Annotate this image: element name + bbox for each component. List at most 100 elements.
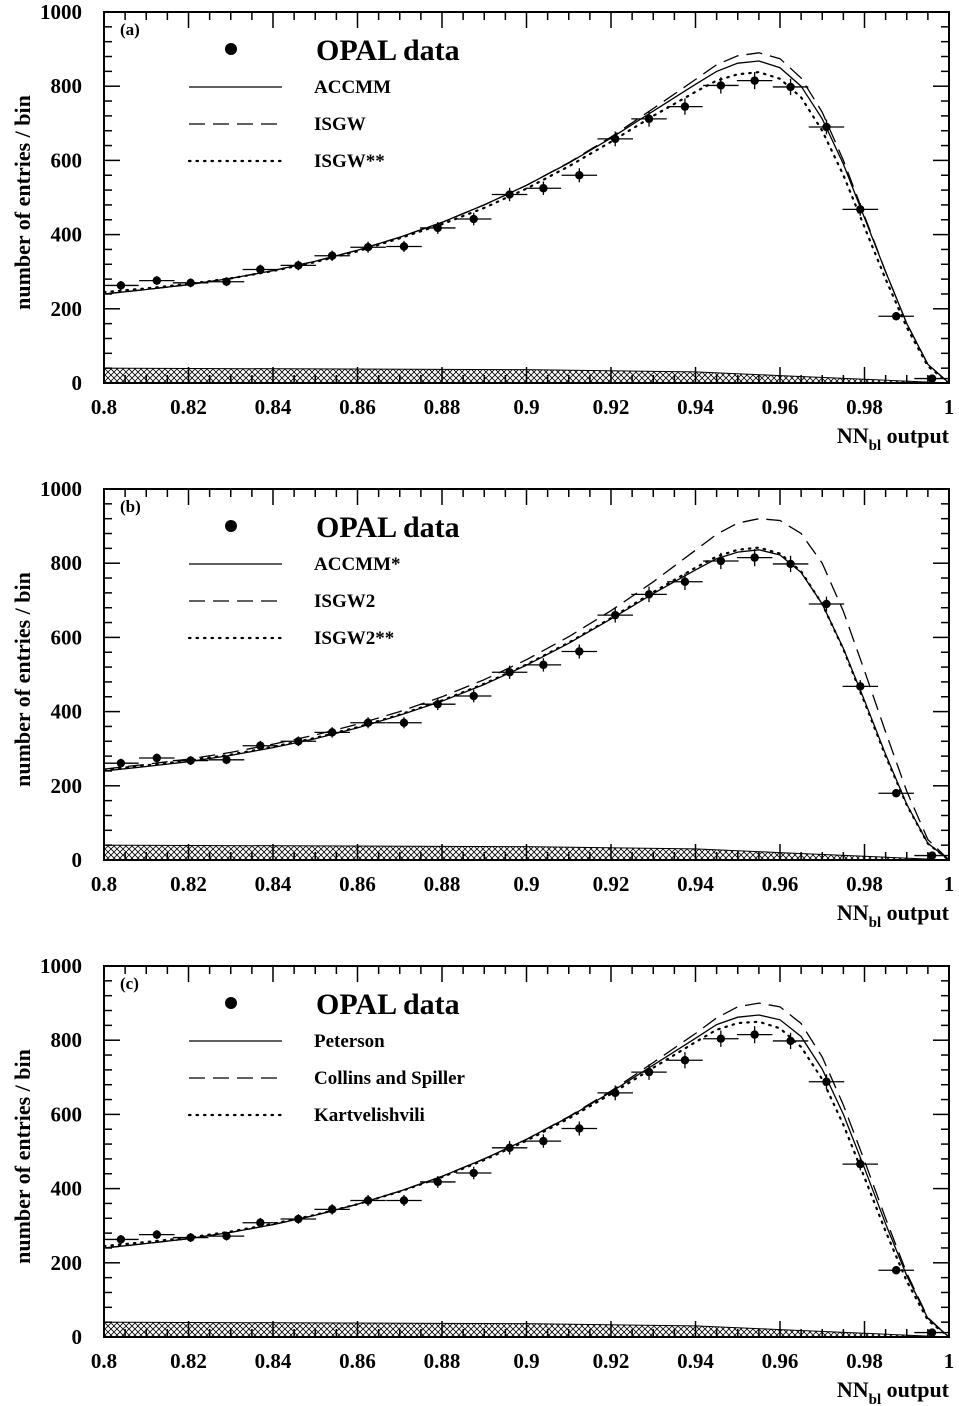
x-tick-label: 1 bbox=[944, 395, 955, 419]
data-point bbox=[736, 549, 773, 567]
x-tick-label: 0.98 bbox=[846, 872, 883, 896]
data-point-marker bbox=[611, 134, 620, 144]
data-point-marker bbox=[222, 277, 231, 286]
legend-data-marker bbox=[225, 43, 237, 55]
data-point-marker bbox=[539, 1136, 548, 1146]
y-tick-label: 1000 bbox=[40, 954, 82, 978]
data-point-marker bbox=[891, 1266, 901, 1275]
data-point bbox=[172, 278, 209, 288]
data-point bbox=[314, 250, 350, 261]
data-point bbox=[631, 586, 667, 603]
data-point bbox=[842, 1157, 879, 1171]
x-axis-title: NNbl output bbox=[837, 1377, 950, 1406]
data-point-marker bbox=[716, 556, 726, 566]
chart-panel-a: 0.8 0.82 0.84 0.86 0.88 0.9 0.92 0.94 0.96 0.98 10… bbox=[10, 0, 954, 454]
series-line bbox=[103, 60, 950, 384]
data-point bbox=[314, 727, 350, 738]
series-line bbox=[103, 518, 950, 861]
data-point-marker bbox=[680, 1056, 690, 1065]
y-tick-label: 1000 bbox=[40, 0, 82, 24]
data-point-marker bbox=[152, 1230, 162, 1239]
x-tick-label: 0.92 bbox=[593, 1349, 630, 1373]
data-point-marker bbox=[256, 1218, 265, 1227]
data-point bbox=[386, 717, 422, 729]
data-point bbox=[350, 241, 386, 253]
data-point-marker bbox=[399, 1196, 409, 1205]
data-point bbox=[808, 596, 845, 612]
data-point bbox=[842, 680, 879, 693]
x-tick-label: 0.96 bbox=[762, 872, 799, 896]
data-point bbox=[703, 1030, 739, 1047]
y-tick-label: 0 bbox=[72, 1325, 83, 1349]
data-point bbox=[631, 1064, 667, 1080]
data-point bbox=[314, 1204, 350, 1215]
data-point bbox=[420, 1175, 456, 1188]
data-point-marker bbox=[152, 753, 162, 763]
data-point-marker bbox=[327, 1205, 337, 1214]
data-point-marker bbox=[116, 281, 126, 290]
x-tick-label: 0.8 bbox=[91, 872, 117, 896]
y-tick-label: 0 bbox=[72, 371, 83, 395]
x-tick-label: 0.94 bbox=[677, 1349, 714, 1373]
x-tick-label: 0.9 bbox=[513, 1349, 539, 1373]
data-point bbox=[597, 1085, 633, 1101]
data-point bbox=[386, 1194, 422, 1207]
y-tick-label: 600 bbox=[51, 148, 83, 172]
data-point-marker bbox=[680, 102, 690, 111]
panel-tag: (a) bbox=[120, 20, 140, 39]
data-point bbox=[667, 98, 703, 115]
panel-tag: (b) bbox=[120, 497, 141, 516]
data-point bbox=[350, 1194, 386, 1207]
y-tick-label: 400 bbox=[51, 223, 83, 247]
x-tick-label: 0.86 bbox=[339, 1349, 376, 1373]
legend-entry-label: ISGW bbox=[314, 114, 366, 135]
series-line bbox=[103, 549, 950, 861]
data-point bbox=[808, 119, 845, 135]
data-point-marker bbox=[644, 1067, 654, 1077]
data-point-marker bbox=[433, 1177, 442, 1187]
series-line bbox=[102, 546, 951, 862]
legend: OPAL data ACCMM ISGW ISGW** bbox=[187, 34, 460, 172]
x-tick-label: 0.88 bbox=[424, 872, 461, 896]
x-tick-label: 0.94 bbox=[677, 872, 714, 896]
data-point bbox=[597, 131, 633, 147]
y-tick-label: 800 bbox=[51, 1028, 83, 1052]
data-point-marker bbox=[611, 1088, 620, 1098]
data-point bbox=[139, 1230, 175, 1240]
data-point-marker bbox=[750, 553, 759, 562]
plot-frame bbox=[103, 11, 950, 384]
data-point bbox=[139, 753, 175, 763]
data-point bbox=[350, 717, 386, 729]
data-point-marker bbox=[186, 756, 195, 765]
data-point-marker bbox=[294, 737, 303, 746]
legend-entry-label: ISGW2 bbox=[314, 591, 375, 612]
data-point bbox=[878, 789, 914, 798]
x-tick-label: 0.84 bbox=[255, 872, 292, 896]
x-tick-label: 0.88 bbox=[424, 395, 461, 419]
x-axis-title: NNbl output bbox=[837, 900, 950, 931]
legend-entry-label: ACCMM bbox=[314, 77, 391, 98]
data-point-marker bbox=[680, 577, 690, 586]
x-tick-label: 0.9 bbox=[513, 872, 539, 896]
data-point-marker bbox=[575, 171, 584, 180]
data-point-marker bbox=[539, 660, 548, 670]
data-point bbox=[242, 740, 279, 751]
data-point bbox=[491, 187, 528, 202]
data-point bbox=[914, 374, 950, 383]
x-tick-label: 0.82 bbox=[170, 1349, 207, 1373]
x-tick-label: 0.94 bbox=[677, 395, 714, 419]
data-point-marker bbox=[891, 312, 901, 321]
y-axis-title: number of entries / bin bbox=[10, 1049, 35, 1264]
data-point-marker bbox=[611, 610, 620, 620]
legend-entry-label: Kartvelishvili bbox=[314, 1105, 425, 1126]
data-point-marker bbox=[750, 1030, 759, 1039]
x-tick-label: 0.8 bbox=[91, 395, 117, 419]
data-point bbox=[914, 1328, 950, 1337]
data-point-marker bbox=[433, 223, 442, 233]
plot-frame bbox=[103, 965, 950, 1338]
data-point bbox=[455, 212, 492, 226]
data-point-marker bbox=[927, 851, 937, 860]
data-point-marker bbox=[786, 559, 795, 569]
x-tick-label: 0.98 bbox=[846, 395, 883, 419]
data-point bbox=[561, 1121, 598, 1136]
